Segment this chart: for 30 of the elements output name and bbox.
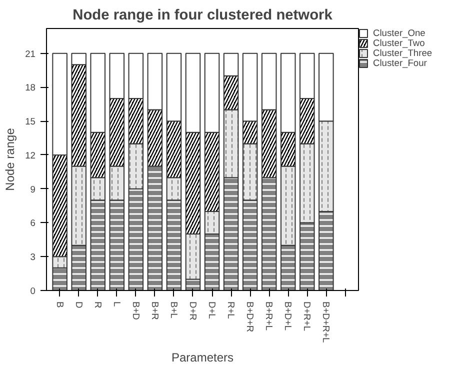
- y-tick-label: 0: [30, 286, 36, 296]
- x-tick-label: B+D+L: [283, 302, 294, 331]
- x-tick-label: B+L: [168, 302, 179, 318]
- x-tick-label: R: [92, 302, 103, 308]
- x-tick-label: R+L: [226, 302, 236, 319]
- chart-title: Node range in four clustered network: [72, 8, 334, 24]
- x-tick-label: D+R: [188, 302, 198, 321]
- x-tick-label: B: [54, 302, 65, 308]
- y-tick-label: 15: [25, 116, 36, 127]
- legend-label: Cluster_One: [373, 28, 426, 38]
- x-tick-label: B+R: [150, 302, 160, 320]
- x-tick-label: D: [74, 302, 84, 308]
- x-tick-label: D+R+L: [302, 302, 312, 332]
- y-tick-label: 6: [30, 218, 36, 228]
- x-tick-label: B+R+L: [264, 302, 274, 331]
- y-tick-label: 3: [30, 252, 36, 262]
- x-tick-label: B+D+R: [245, 302, 256, 332]
- x-tick-label: L: [112, 302, 122, 307]
- legend-label: Cluster_Four: [373, 58, 427, 68]
- y-tick-label: 21: [25, 48, 36, 59]
- x-tick-label: B+D: [130, 302, 141, 320]
- x-tick-label: B+D+R+L: [321, 302, 332, 343]
- legend-label: Cluster_Two: [373, 38, 425, 48]
- x-tick-label: D+L: [207, 302, 218, 319]
- y-axis-title: Node range: [3, 128, 18, 191]
- y-tick-label: 18: [25, 82, 36, 93]
- legend-label: Cluster_Three: [373, 48, 432, 58]
- y-tick-label: 12: [25, 150, 36, 160]
- y-tick-label: 9: [30, 184, 36, 194]
- x-axis-title: Parameters: [171, 350, 234, 365]
